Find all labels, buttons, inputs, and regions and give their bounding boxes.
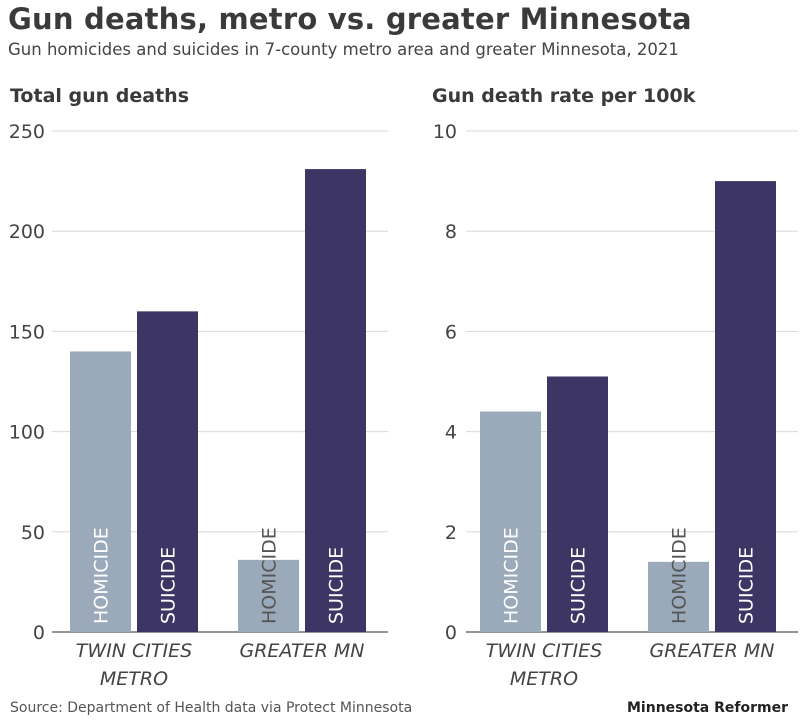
chart0-y-tick-label: 100 <box>9 422 45 444</box>
chart0-y-tick-label: 50 <box>21 522 45 544</box>
chart-title: Gun deaths, metro vs. greater Minnesota <box>8 2 692 36</box>
chart1-category-label: TWIN CITIES <box>486 640 602 662</box>
chart1-bar-homicide <box>480 411 541 632</box>
source-note: Source: Department of Health data via Pr… <box>10 700 413 716</box>
chart1-bar-suicide <box>547 376 608 632</box>
chart0-bar-homicide <box>238 559 299 632</box>
publisher-logo: Minnesota Reformer <box>627 700 788 716</box>
chart0-y-tick-label: 0 <box>33 622 45 644</box>
chart0-bar-suicide <box>137 311 198 632</box>
chart0-bar-label-suicide: SUICIDE <box>158 547 180 624</box>
chart1-y-tick-label: 4 <box>445 422 457 444</box>
chart0-bar-label-homicide: HOMICIDE <box>91 527 113 624</box>
chart0-category-label: METRO <box>100 668 168 690</box>
chart0-bar-homicide <box>70 351 131 632</box>
left-panel-title: Total gun deaths <box>10 85 190 107</box>
chart1-bar-label-suicide: SUICIDE <box>568 547 590 624</box>
chart1-bar-homicide <box>648 561 709 632</box>
chart1-y-tick-label: 0 <box>445 622 457 644</box>
chart0-y-tick-label: 200 <box>9 221 45 243</box>
chart1-y-tick-label: 2 <box>445 522 457 544</box>
chart1-bar-label-suicide: SUICIDE <box>736 547 758 624</box>
chart0-y-tick-label: 150 <box>9 321 45 343</box>
chart1-y-tick-label: 6 <box>445 321 457 343</box>
chart0-category-label: GREATER MN <box>239 640 364 662</box>
chart0-bar-label-homicide: HOMICIDE <box>259 527 281 624</box>
chart0-category-label: TWIN CITIES <box>76 640 192 662</box>
chart1-bar-label-homicide: HOMICIDE <box>501 527 523 624</box>
chart1-y-tick-label: 10 <box>433 121 457 143</box>
chart1-category-label: GREATER MN <box>649 640 774 662</box>
right-panel-title: Gun death rate per 100k <box>432 85 696 107</box>
chart0-y-tick-label: 250 <box>9 121 45 143</box>
chart1-y-tick-label: 8 <box>445 221 457 243</box>
chart1-category-label: METRO <box>510 668 578 690</box>
chart-subtitle: Gun homicides and suicides in 7-county m… <box>8 40 679 59</box>
chart1-bar-suicide <box>715 181 776 632</box>
chart0-bar-suicide <box>305 169 366 633</box>
chart1-bar-label-homicide: HOMICIDE <box>669 527 691 624</box>
chart0-bar-label-suicide: SUICIDE <box>326 547 348 624</box>
